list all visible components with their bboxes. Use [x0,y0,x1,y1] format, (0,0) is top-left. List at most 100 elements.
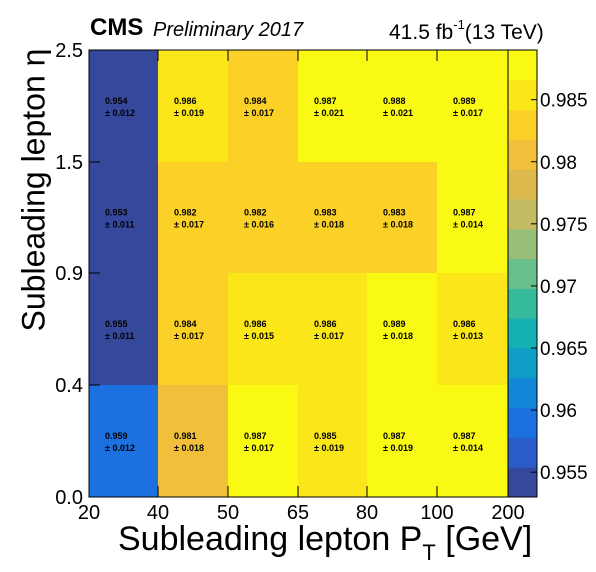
cell-value-label: 0.986 [244,319,267,329]
x-axis-title-main: Subleading lepton P [118,520,423,558]
cell-error-label: ± 0.012 [105,108,135,118]
cell-value-label: 0.959 [105,431,128,441]
x-axis-ticks: 20 40 50 65 80 100 200 [78,50,525,524]
heatmap-cell [367,385,437,497]
cell-value-label: 0.982 [244,208,267,218]
cell-value-label: 0.986 [174,96,197,106]
cell-value-label: 0.987 [453,208,476,218]
y-axis-ticks: 0.0 0.4 0.9 1.5 2.5 [55,40,100,509]
cell-value-label: 0.983 [383,208,406,218]
cell-error-label: ± 0.021 [314,108,344,118]
color-scale-step [508,109,537,140]
heatmap-cell [89,162,158,273]
cell-value-label: 0.987 [314,96,337,106]
cell-error-label: ± 0.018 [383,331,413,341]
cell-value-label: 0.984 [244,96,267,106]
cell-value-label: 0.982 [174,208,197,218]
lumi-exponent: -1 [453,17,465,32]
cell-error-label: ± 0.013 [453,331,483,341]
heatmap-cell [367,162,437,273]
heatmap-cell [89,50,158,162]
x-axis-title: Subleading lepton PT [GeV] [118,520,533,565]
cell-value-label: 0.985 [314,431,337,441]
heatmap-cell [367,50,437,162]
status-label: Preliminary 2017 [153,19,304,41]
color-scale-tick-label: 0.975 [540,215,588,236]
cell-error-label: ± 0.011 [105,331,134,341]
heatmap-cell [228,162,298,273]
cell-value-label: 0.986 [314,319,337,329]
cell-error-label: ± 0.017 [244,108,274,118]
cell-error-label: ± 0.012 [105,443,135,453]
heatmap-cell [298,162,367,273]
color-scale-step [508,437,537,468]
heatmap-cell [437,385,508,497]
color-scale-step [508,407,537,438]
cell-error-label: ± 0.018 [314,220,344,230]
color-scale-tick-label: 0.97 [540,277,577,298]
heatmap-cell [437,50,508,162]
heatmap-cell [298,385,367,497]
cell-error-label: ± 0.019 [174,108,204,118]
cell-value-label: 0.987 [453,431,476,441]
cell-error-label: ± 0.017 [244,443,274,453]
y-tick-label: 0.0 [55,487,83,509]
cell-value-label: 0.987 [244,431,267,441]
heatmap-cell [367,273,437,385]
heatmap-cell [298,50,367,162]
color-scale-step [508,318,537,349]
heatmap-cell [158,50,228,162]
x-tick-label: 20 [78,502,100,524]
cell-value-label: 0.983 [314,208,337,218]
cell-error-label: ± 0.014 [453,220,483,230]
cell-error-label: ± 0.019 [314,443,344,453]
cell-value-label: 0.953 [105,208,128,218]
heatmap-cell [228,50,298,162]
cell-error-label: ± 0.016 [244,220,274,230]
color-scale-step [508,139,537,170]
heatmap-cell [89,385,158,497]
cell-error-label: ± 0.017 [174,220,204,230]
cell-error-label: ± 0.015 [244,331,274,341]
x-axis-title-unit: [GeV] [435,520,533,558]
lumi-prefix: 41.5 fb [389,21,454,44]
cell-value-label: 0.981 [174,431,197,441]
cell-error-label: ± 0.017 [453,108,483,118]
color-scale-step [508,288,537,319]
cell-value-label: 0.986 [453,319,476,329]
cell-value-label: 0.989 [383,319,406,329]
color-scale-step [508,169,537,200]
color-scale-frame [507,49,538,498]
cell-value-label: 0.955 [105,319,128,329]
heatmap-cells [89,50,508,497]
cell-error-label: ± 0.017 [314,331,344,341]
y-tick-label: 0.4 [55,375,83,397]
color-scale-tick-label: 0.965 [540,339,588,360]
color-scale-tick-label: 0.955 [540,463,588,484]
y-tick-label: 1.5 [55,152,83,174]
cell-value-label: 0.987 [383,431,406,441]
color-scale-bar: 0.955 0.96 0.965 0.97 0.975 0.98 0.985 [507,49,588,498]
heatmap-cell [158,273,228,385]
color-scale-step [508,258,537,289]
heatmap-cell-labels: 0.959 ± 0.012 0.981 ± 0.018 0.987 ± 0.017 0.98… [105,96,483,453]
color-scale-step [508,228,537,260]
color-scale-step [508,50,537,81]
heatmap-cell [228,385,298,497]
heatmap-cell [437,162,508,273]
cell-error-label: ± 0.018 [174,443,204,453]
heatmap-cell [158,385,228,497]
color-scale-step [508,377,537,409]
x-tick-label: 65 [287,502,309,524]
cell-value-label: 0.988 [383,96,406,106]
heatmap-cell [437,273,508,385]
luminosity-label: 41.5 fb-1(13 TeV) [389,17,544,45]
y-tick-label: 2.5 [55,40,83,62]
cell-value-label: 0.984 [174,319,197,329]
color-scale-tick-label: 0.96 [540,401,577,422]
color-scale-step [508,199,537,230]
y-tick-label: 0.9 [55,263,83,285]
cell-error-label: ± 0.021 [383,108,413,118]
color-scale-tick-label: 0.985 [540,91,588,112]
